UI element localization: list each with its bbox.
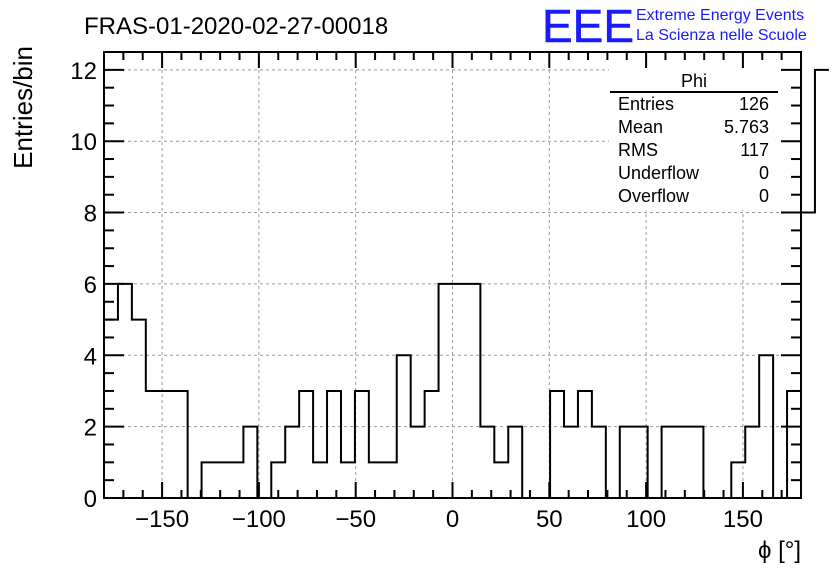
stats-row: Overflow 0 [618,186,769,206]
stats-label: Underflow [618,163,700,183]
x-tick-label: −150 [135,506,189,533]
logo-caption-line2: La Scienza nelle Scuole [636,27,807,44]
stats-label: RMS [618,140,658,160]
stats-row: Underflow 0 [618,163,769,183]
stats-value: 5.763 [724,117,769,137]
stats-value: 0 [759,186,769,206]
stats-value: 0 [759,163,769,183]
y-tick-label: 12 [70,58,97,85]
x-tick-label: 100 [626,506,666,533]
stats-label: Entries [618,94,674,114]
x-tick-label: 0 [446,506,459,533]
stats-title: Phi [681,71,707,91]
chart-title: FRAS-01-2020-02-27-00018 [84,13,388,40]
logo-caption-line1: Extreme Energy Events [636,7,804,24]
axis-ticks: −150 −100 −50 0 50 100 150 0 2 4 6 8 10 12 [70,52,801,533]
x-axis-label: ϕ [°] [758,537,801,564]
y-tick-label: 10 [70,129,97,156]
stats-value: 117 [740,140,769,160]
stats-row: Mean 5.763 [618,117,769,137]
y-tick-label: 2 [84,415,97,442]
stats-row: RMS 117 [618,140,769,160]
y-tick-label: 6 [84,272,97,299]
stats-row: Entries 126 [618,94,769,114]
stats-label: Mean [618,117,663,137]
stats-label: Overflow [618,186,690,206]
x-tick-label: −50 [335,506,376,533]
x-tick-label: −100 [232,506,286,533]
y-tick-label: 4 [84,343,97,370]
eee-logo: EEE [542,0,634,52]
x-tick-label: 50 [536,506,563,533]
y-tick-label: 0 [84,486,97,513]
y-axis-label: Entries/bin [8,46,38,169]
x-tick-label: 150 [723,506,763,533]
y-tick-label: 8 [84,201,97,228]
stats-box: Phi Entries 126 Mean 5.763 RMS 117 Under… [609,68,781,210]
stats-value: 126 [739,94,769,114]
